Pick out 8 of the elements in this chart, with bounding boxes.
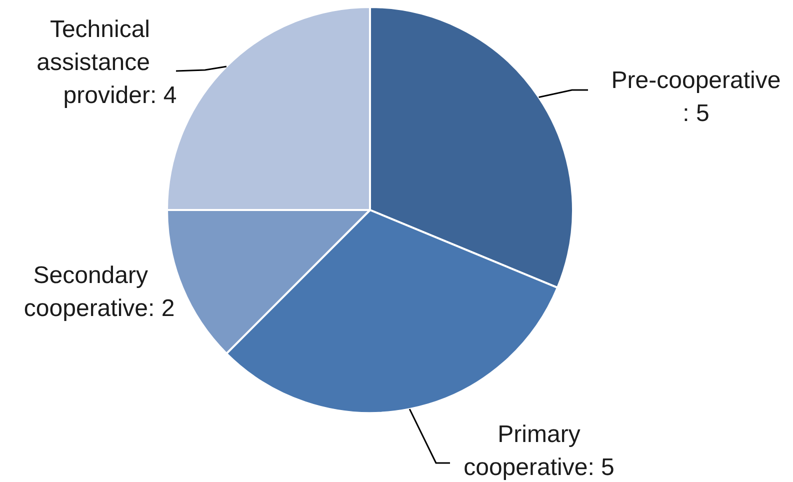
data-label: : 5 (588, 454, 614, 481)
slice-label: Secondary cooperative (24, 262, 148, 322)
slice-label: Pre-cooperative (611, 67, 781, 94)
slice-label: Primary cooperative (464, 421, 588, 481)
slice-label: Technical assistance provider (36, 16, 150, 109)
data-label: : 5 (682, 100, 710, 127)
data-label: : 4 (150, 82, 177, 109)
data-label: : 2 (148, 295, 175, 322)
